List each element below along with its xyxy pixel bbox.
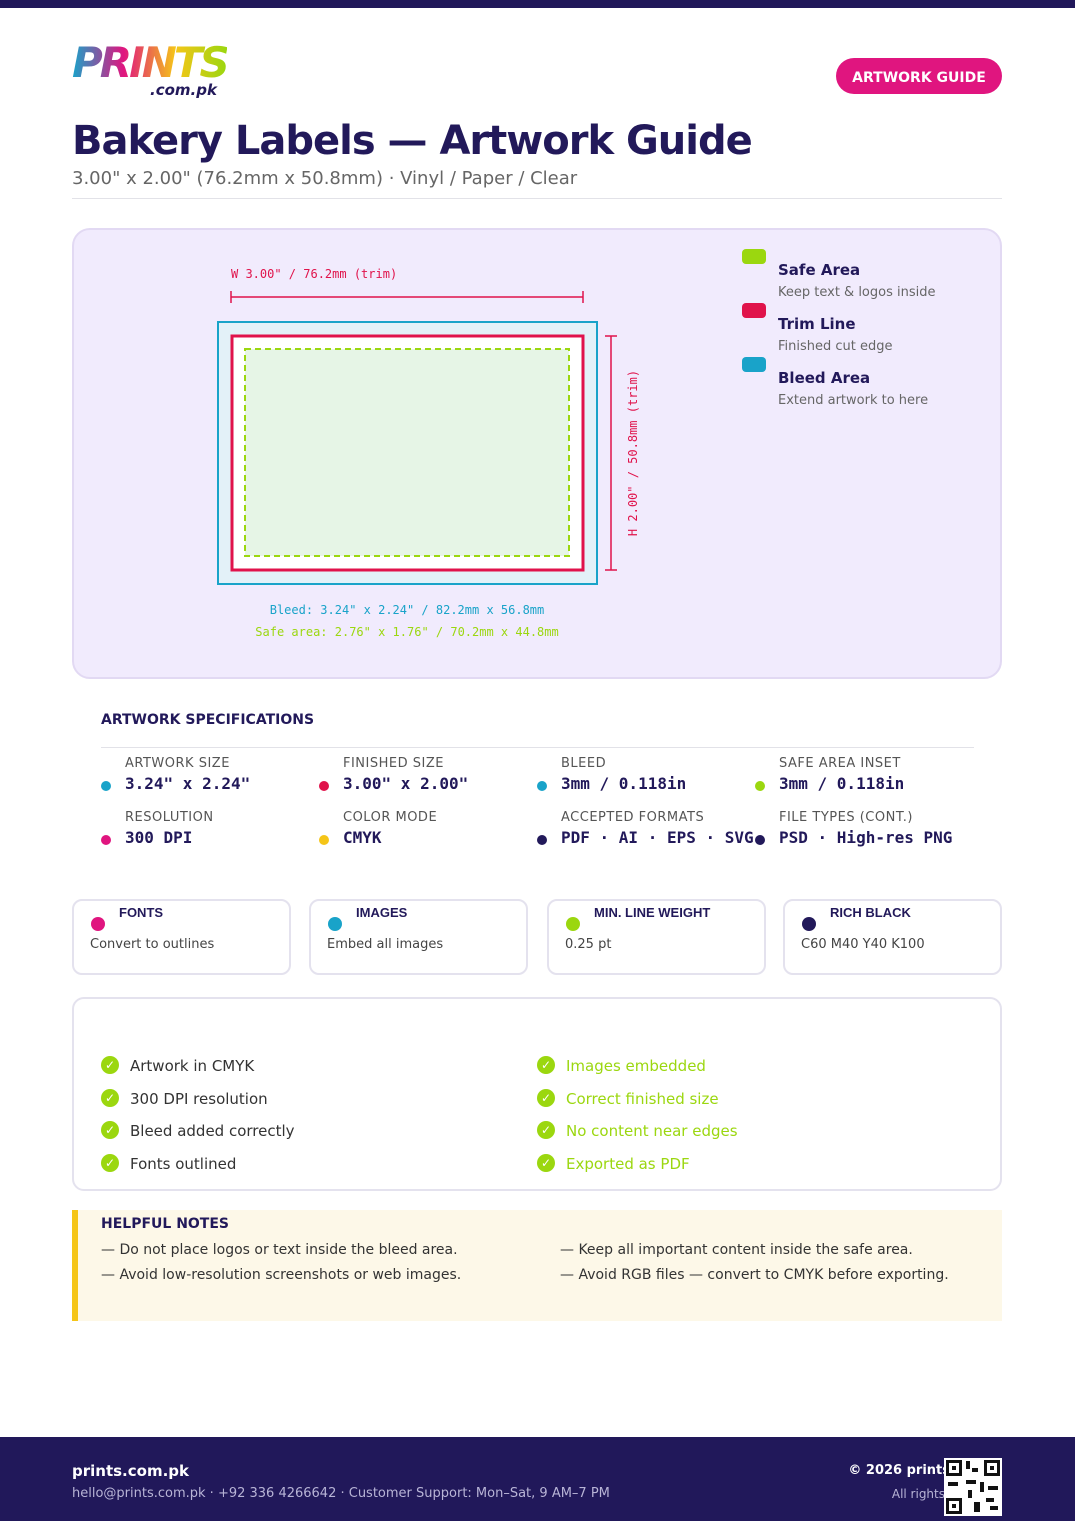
spec-dot <box>319 781 329 791</box>
spec-value: 300 DPI <box>125 828 193 847</box>
spec-dot <box>755 835 765 845</box>
legend-desc: Finished cut edge <box>778 339 893 354</box>
spec-value: 3mm / 0.118in <box>561 774 687 793</box>
notes-title: HELPFUL NOTES <box>101 1216 230 1232</box>
note: — Do not place logos or text inside the … <box>101 1242 458 1258</box>
spec-value: CMYK <box>343 828 382 847</box>
check-icon: ✓ <box>537 1154 555 1172</box>
spec-value: 3mm / 0.118in <box>779 774 905 793</box>
footer-rights: All rights <box>891 1487 945 1501</box>
title: Bakery Labels — Artwork Guide <box>72 118 753 164</box>
check-item: Correct finished size <box>566 1090 719 1108</box>
diagram: W 3.00" / 76.2mm (trim) H 2.00" / 50.8mm… <box>217 267 640 639</box>
subtitle: 3.00" x 2.00" (76.2mm x 50.8mm) · Vinyl … <box>72 168 578 189</box>
check-icon: ✓ <box>537 1121 555 1139</box>
spec-label: BLEED <box>561 756 607 771</box>
bleed-note: Bleed: 3.24" x 2.24" / 82.2mm x 56.8mm <box>270 603 545 617</box>
spec-label: SAFE AREA INSET <box>779 756 901 771</box>
legend-title: Bleed Area <box>778 369 871 387</box>
spec-label: COLOR MODE <box>343 810 438 825</box>
spec-dot <box>101 835 111 845</box>
check-icon: ✓ <box>101 1089 119 1107</box>
check-icon: ✓ <box>537 1089 555 1107</box>
badge: ARTWORK GUIDE <box>836 58 1002 94</box>
legend-swatch <box>742 303 766 318</box>
legend-swatch <box>742 249 766 264</box>
spec-value: 3.24" x 2.24" <box>125 774 251 793</box>
card-dot <box>328 917 342 931</box>
check-item: No content near edges <box>566 1122 738 1140</box>
footer-contact: hello@prints.com.pk · +92 336 4266642 · … <box>72 1486 610 1501</box>
height-label: H 2.00" / 50.8mm (trim) <box>626 370 640 536</box>
card-title: IMAGES <box>356 905 408 920</box>
spec-dot <box>101 781 111 791</box>
spec-dot <box>537 835 547 845</box>
card <box>783 899 1002 975</box>
footer-brand: prints.com.pk <box>72 1462 189 1480</box>
check-item: 300 DPI resolution <box>130 1090 268 1108</box>
spec-value: PSD · High-res PNG <box>779 828 953 847</box>
legend-swatch <box>742 357 766 372</box>
check-icon: ✓ <box>101 1056 119 1074</box>
qr-code <box>944 1458 1002 1516</box>
notes-box <box>72 1210 1002 1321</box>
check-item: Images embedded <box>566 1057 706 1075</box>
note: — Avoid low-resolution screenshots or we… <box>101 1267 462 1283</box>
card-text: 0.25 pt <box>565 937 612 952</box>
card <box>72 899 291 975</box>
check-icon: ✓ <box>101 1121 119 1139</box>
card <box>547 899 766 975</box>
check-item: Artwork in CMYK <box>130 1057 255 1075</box>
spec-dot <box>755 781 765 791</box>
safe-note: Safe area: 2.76" x 1.76" / 70.2mm x 44.8… <box>255 625 558 639</box>
spec-label: ARTWORK SIZE <box>125 756 230 771</box>
card-title: FONTS <box>119 905 164 920</box>
top-bar <box>0 0 1075 8</box>
card-dot <box>802 917 816 931</box>
card <box>309 899 528 975</box>
legend-desc: Extend artwork to here <box>778 393 929 408</box>
specs-title: ARTWORK SPECIFICATIONS <box>101 712 315 728</box>
checklist-box <box>72 997 1002 1191</box>
rule <box>72 198 1002 199</box>
logo-sub: .com.pk <box>150 81 217 99</box>
spec-label: ACCEPTED FORMATS <box>561 810 705 825</box>
legend-title: Trim Line <box>778 315 856 333</box>
spec-label: FINISHED SIZE <box>343 756 444 771</box>
spec-label: FILE TYPES (CONT.) <box>779 810 913 825</box>
footer <box>0 1437 1075 1521</box>
dimension-lines <box>230 291 617 571</box>
spec-label: RESOLUTION <box>125 810 214 825</box>
card-text: Convert to outlines <box>90 937 215 952</box>
note: — Keep all important content inside the … <box>560 1242 913 1258</box>
spec-dot <box>537 781 547 791</box>
card-text: C60 M40 Y40 K100 <box>801 937 925 952</box>
rule <box>101 747 974 748</box>
card-text: Embed all images <box>327 937 444 952</box>
spec-value: PDF · AI · EPS · SVG <box>561 828 754 847</box>
logo: PRINTS <box>72 38 230 87</box>
check-item: Fonts outlined <box>130 1155 237 1173</box>
width-label: W 3.00" / 76.2mm (trim) <box>231 267 397 281</box>
legend-title: Safe Area <box>778 261 861 279</box>
footer-copyright: © 2026 prints <box>848 1463 950 1478</box>
spec-dot <box>319 835 329 845</box>
check-icon: ✓ <box>537 1056 555 1074</box>
card-title: MIN. LINE WEIGHT <box>594 905 711 920</box>
check-item: Bleed added correctly <box>130 1122 295 1140</box>
spec-value: 3.00" x 2.00" <box>343 774 469 793</box>
legend-desc: Keep text & logos inside <box>778 285 936 300</box>
check-icon: ✓ <box>101 1154 119 1172</box>
card-dot <box>91 917 105 931</box>
safe-rect <box>244 348 570 557</box>
card-dot <box>566 917 580 931</box>
note: — Avoid RGB files — convert to CMYK befo… <box>560 1267 949 1283</box>
card-title: RICH BLACK <box>830 905 911 920</box>
check-item: Exported as PDF <box>566 1155 690 1173</box>
